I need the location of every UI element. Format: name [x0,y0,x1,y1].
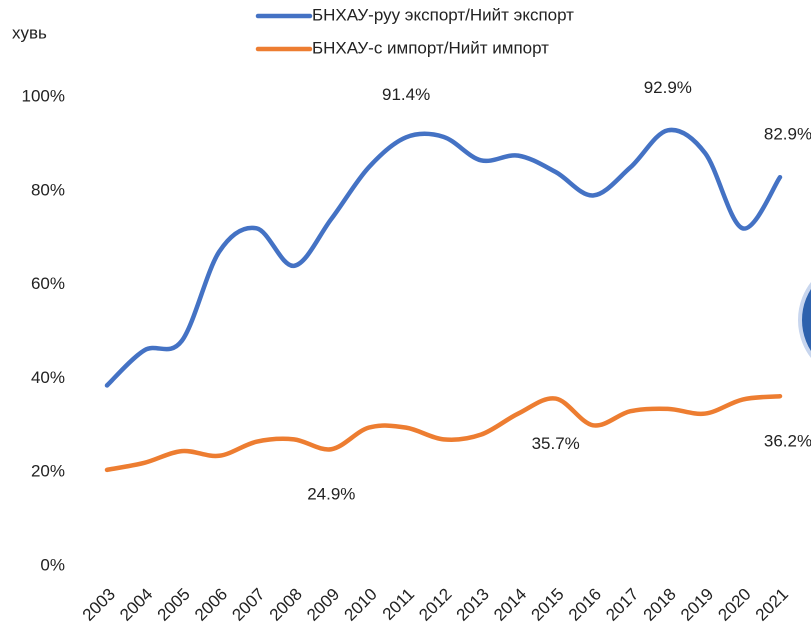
x-tick-label: 2012 [415,585,455,625]
series-line [104,393,783,473]
y-axis-label: хувь [12,23,47,42]
y-tick-label: 40% [31,368,65,387]
x-tick-label: 2019 [677,585,717,625]
x-tick-label: 2013 [453,585,493,625]
x-tick-label: 2009 [303,585,343,625]
x-tick-label: 2008 [266,585,306,625]
x-tick-label: 2003 [79,585,119,625]
x-tick-label: 2015 [527,585,567,625]
y-tick-label: 80% [31,180,65,199]
x-tick-label: 2007 [228,585,268,625]
x-tick-label: 2006 [191,585,231,625]
x-tick-label: 2011 [379,585,418,624]
x-tick-label: 2018 [640,585,680,625]
y-tick-label: 0% [40,555,65,574]
data-label: 24.9% [307,485,355,504]
x-tick-label: 2016 [565,585,605,625]
legend-label: БНХАУ-с импорт/Нийт импорт [312,38,549,57]
y-tick-label: 100% [22,86,65,105]
x-tick-label: 2005 [154,585,194,625]
x-tick-label: 2021 [752,585,792,625]
y-tick-label: 60% [31,274,65,293]
x-tick-label: 2017 [602,585,642,625]
legend-label: БНХАУ-руу экспорт/Нийт экспорт [312,5,574,24]
x-tick-label: 2020 [714,585,754,625]
x-tick-label: 2004 [116,585,156,625]
data-label: 35.7% [532,434,580,453]
data-label: 36.2% [764,432,811,451]
x-tick-label: 2014 [490,585,530,625]
y-tick-label: 20% [31,462,65,481]
data-label: 92.9% [644,78,692,97]
decoration [798,282,811,358]
data-label: 82.9% [764,125,811,144]
data-label: 91.4% [382,85,430,104]
series-line [104,127,783,388]
x-tick-label: 2010 [341,585,381,625]
